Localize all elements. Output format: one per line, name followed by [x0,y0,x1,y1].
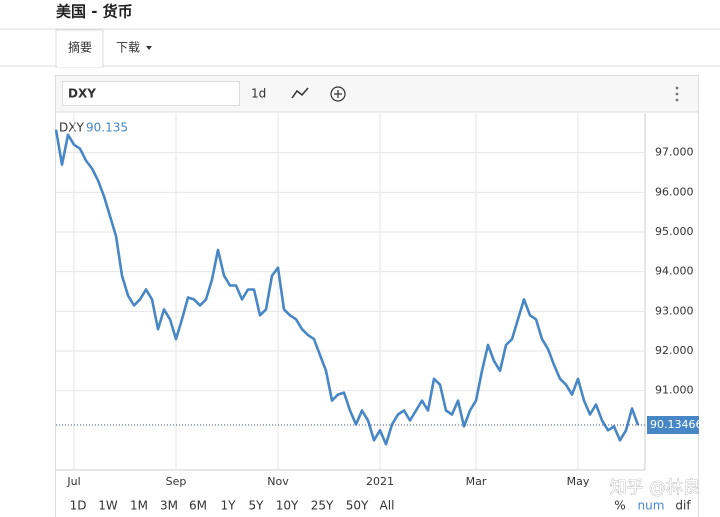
legend-name: DXY [59,121,84,135]
symbol-text[interactable]: DXY [68,87,96,101]
last-price-label: 90.13466 [650,418,703,431]
chart-container [55,75,699,517]
watermark: 知乎 @林良 [610,478,700,498]
chart-type-icon[interactable] [291,87,309,99]
tab-summary[interactable]: 摘要 [68,40,92,55]
plot: 91.000 92.000 93.000 94.000 95.000 96.000 97.0… [54,113,703,488]
x-tick-label: Jul [66,475,80,488]
range-button[interactable]: 5Y [249,499,265,513]
y-tick-label: 91.000 [655,384,694,397]
x-tick-label: Nov [267,475,289,488]
price-line [54,129,640,446]
legend-value: 90.135 [86,121,128,135]
y-tick-label: 97.000 [655,146,694,159]
symbol-input[interactable] [62,81,240,106]
range-button[interactable]: 25Y [311,499,334,513]
range-button[interactable]: 1Y [221,499,237,513]
x-tick-label: May [567,475,590,488]
interval-button[interactable]: 1d [251,87,266,101]
compare-plus [334,90,342,98]
range-button[interactable]: 10Y [276,499,299,513]
y-tick-label: 92.000 [655,344,694,357]
y-tick-label: 93.000 [655,304,694,317]
compare-icon[interactable] [330,86,346,102]
menu-icon[interactable] [675,86,679,102]
last-price-box [647,415,699,434]
y-tick-label: 94.000 [655,265,694,278]
x-tick-label: 2021 [366,475,394,488]
range-button[interactable]: All [380,499,395,513]
dropdown-caret[interactable] [146,46,152,50]
scale-button[interactable]: num [638,499,665,513]
x-tick-label: Sep [166,475,187,488]
scale-button[interactable]: % [614,499,625,513]
x-tick-label: Mar [466,475,487,488]
range-button[interactable]: 1M [130,499,148,513]
page-title: 美国 - 货币 [56,3,133,21]
tab-download[interactable]: 下载 [116,41,140,55]
range-button[interactable]: 3M [160,499,178,513]
range-button[interactable]: 6M [189,499,207,513]
scale-button[interactable]: dif [675,499,691,513]
range-button[interactable]: 1W [98,499,118,513]
y-tick-label: 95.000 [655,225,694,238]
range-button[interactable]: 1D [70,499,87,513]
y-tick-label: 96.000 [655,185,694,198]
range-button[interactable]: 50Y [346,499,369,513]
